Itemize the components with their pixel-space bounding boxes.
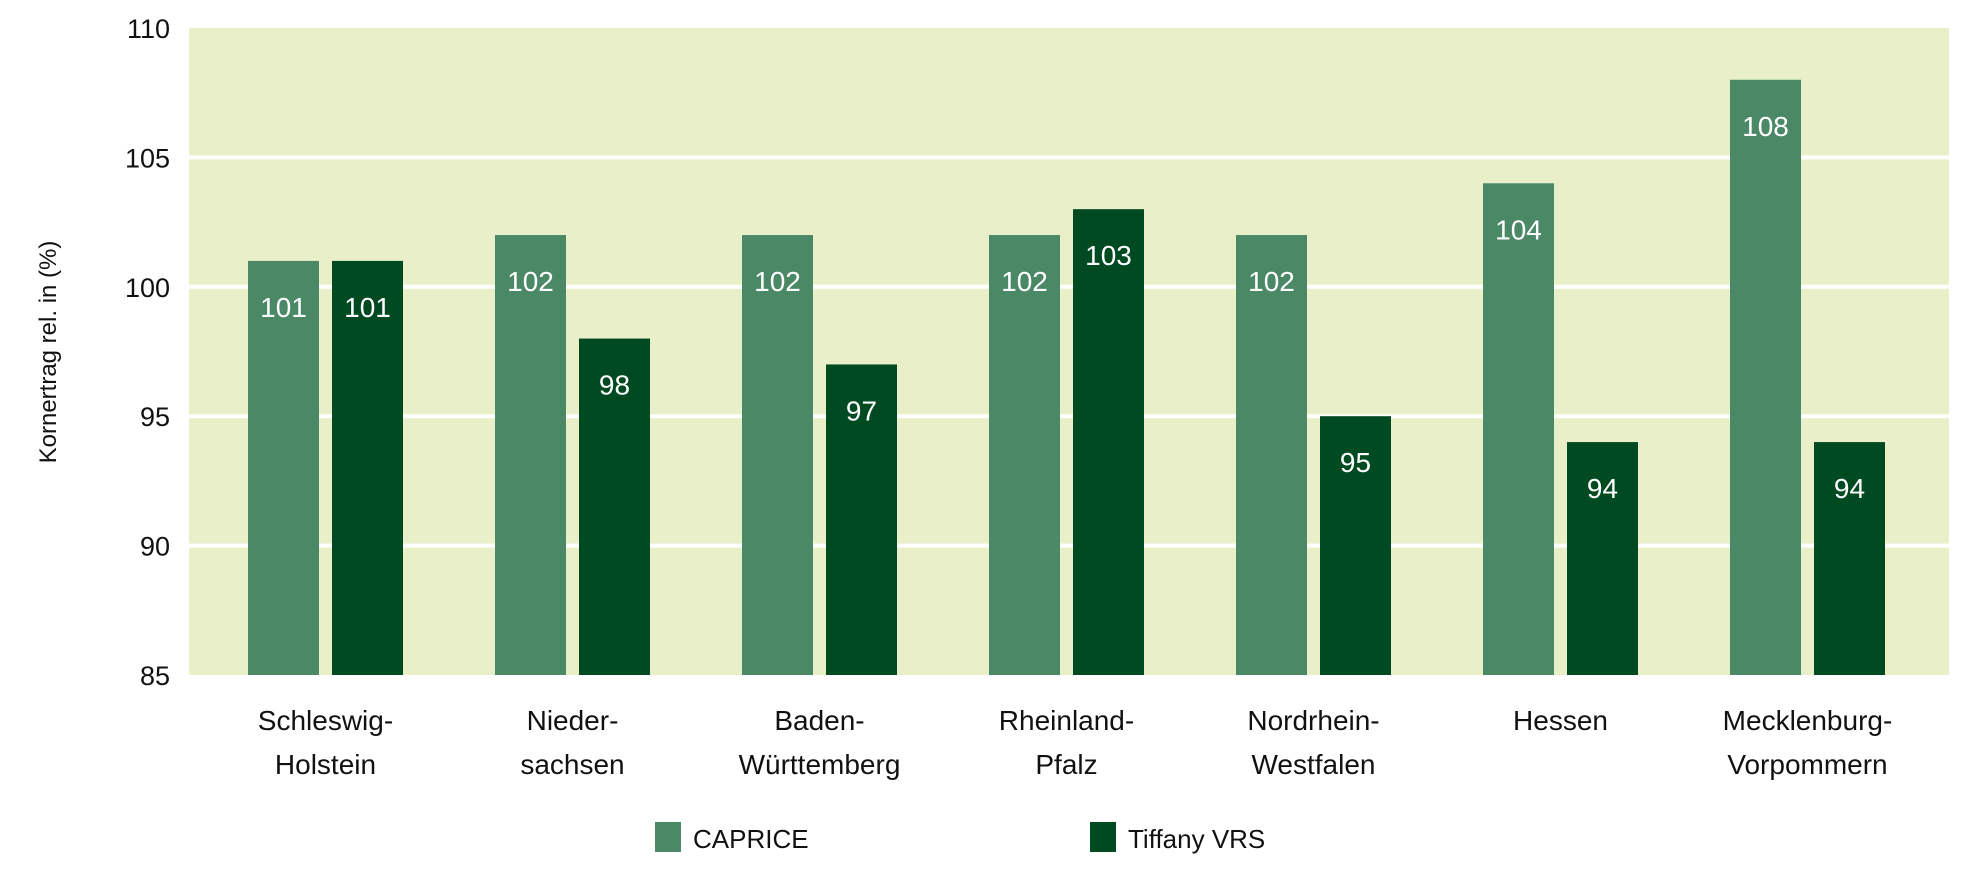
y-tick-label: 105 [125, 143, 170, 173]
legend-label: Tiffany VRS [1128, 824, 1265, 854]
data-label: 102 [1248, 266, 1295, 297]
x-tick-label: Baden- [774, 705, 864, 736]
x-tick-label: sachsen [520, 749, 624, 780]
y-tick-label: 110 [127, 14, 170, 44]
x-tick-label: Westfalen [1252, 749, 1376, 780]
bar-caprice [1730, 79, 1801, 675]
data-label: 102 [754, 266, 801, 297]
bar-tiffany-vrs [1320, 416, 1391, 675]
data-label: 103 [1085, 240, 1132, 271]
x-tick-label: Nordrhein- [1247, 705, 1379, 736]
data-label: 94 [1587, 473, 1618, 504]
y-tick-label: 85 [140, 661, 170, 691]
x-tick-label: Württemberg [739, 749, 901, 780]
data-label: 94 [1834, 473, 1865, 504]
y-axis-title: Kornertrag rel. in (%) [35, 241, 62, 464]
bar-tiffany-vrs [1073, 209, 1144, 675]
bar-caprice [248, 260, 319, 675]
x-tick-label: Hessen [1513, 705, 1608, 736]
data-label: 102 [1001, 266, 1048, 297]
data-label: 104 [1495, 214, 1542, 245]
legend-label: CAPRICE [693, 824, 809, 854]
legend-swatch [655, 822, 681, 852]
data-label: 98 [599, 370, 630, 401]
plot-area [189, 28, 1949, 675]
y-tick-label: 90 [140, 532, 170, 562]
bar-caprice [1483, 183, 1554, 675]
data-label: 101 [260, 292, 307, 323]
bar-caprice [1236, 235, 1307, 676]
bar-tiffany-vrs [826, 364, 897, 675]
bar-caprice [989, 235, 1060, 676]
legend-swatch [1090, 822, 1116, 852]
data-label: 102 [507, 266, 554, 297]
bar-tiffany-vrs [1814, 442, 1885, 675]
x-tick-label: Pfalz [1035, 749, 1097, 780]
bar-tiffany-vrs [332, 260, 403, 675]
bar-caprice [742, 235, 813, 676]
bar-tiffany-vrs [1567, 442, 1638, 675]
x-tick-label: Nieder- [527, 705, 619, 736]
data-label: 95 [1340, 447, 1371, 478]
y-tick-label: 95 [140, 402, 170, 432]
data-label: 97 [846, 395, 877, 426]
x-tick-label: Rheinland- [999, 705, 1134, 736]
x-tick-label: Holstein [275, 749, 376, 780]
x-tick-label: Mecklenburg- [1723, 705, 1893, 736]
bar-caprice [495, 235, 566, 676]
bar-tiffany-vrs [579, 338, 650, 675]
x-tick-label: Vorpommern [1727, 749, 1887, 780]
x-tick-label: Schleswig- [258, 705, 393, 736]
y-tick-label: 100 [125, 273, 170, 303]
data-label: 108 [1742, 111, 1789, 142]
data-label: 101 [344, 292, 391, 323]
